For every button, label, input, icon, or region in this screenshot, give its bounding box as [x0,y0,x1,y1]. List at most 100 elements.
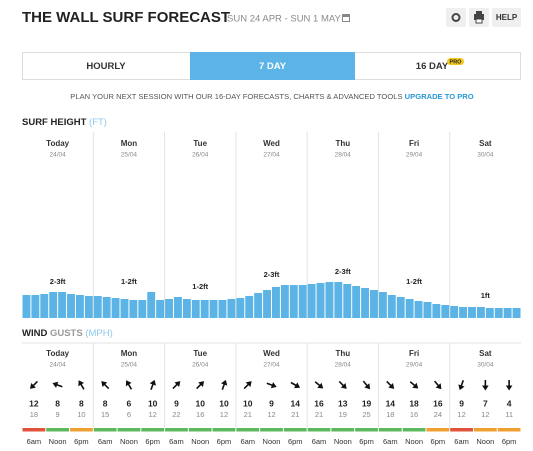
surf-range-label: 1-2ft [406,277,422,286]
wind-rating [141,428,165,432]
surf-bar [361,288,370,318]
time-label: Noon [191,437,209,446]
surf-bar [272,287,280,318]
wind-rating [473,428,497,432]
wind-rating [165,428,188,432]
day-date: 29/04 [406,152,423,159]
time-label: 6pm [502,437,517,446]
day-date: 30/04 [477,362,494,369]
day-date: 24/04 [50,362,67,369]
surf-range-label: 1-2ft [121,277,137,286]
wind-gust: 15 [101,410,109,419]
surf-bar [396,297,405,318]
surf-bar [387,295,396,318]
surf-bar [84,296,93,318]
surf-range-label: 1ft [481,291,491,300]
day-date: 28/04 [335,362,352,369]
day-date: 26/04 [192,152,209,159]
arrow-head [52,381,59,388]
time-label: Noon [263,437,281,446]
wind-gust: 18 [386,410,394,419]
tab[interactable]: HOURLY [86,61,126,72]
wind-speed: 8 [79,398,84,408]
wind-speed: 19 [362,398,372,408]
arrow-head [198,381,205,387]
arrow-head [458,384,465,391]
surf-bar [468,307,476,318]
surf-bar [227,299,236,318]
wind-gust: 21 [244,410,252,419]
calendar-icon [342,14,350,22]
surf-bar [200,300,209,318]
surf-bar [22,295,31,318]
settings-button[interactable] [446,8,466,27]
wind-rating [212,428,236,432]
surf-bar [236,298,245,318]
wind-gust: 12 [267,410,275,419]
wind-arrow [482,380,489,391]
gusts-title: GUSTS [50,328,83,339]
surf-bar [343,284,352,318]
surf-bar [459,307,468,318]
surf-bar [334,282,343,318]
arrow-head [388,383,395,389]
surf-range-label: 2-3ft [50,277,66,286]
surf-bar [441,305,450,318]
wind-arrow [101,381,110,390]
day-date: 25/04 [121,152,138,159]
day-name: Wed [263,139,280,148]
upgrade-link[interactable]: UPGRADE TO PRO [405,92,474,101]
wind-rating [450,428,473,432]
wind-speed: 14 [291,398,301,408]
surf-bar [423,302,432,318]
wind-speed: 13 [338,398,348,408]
tab-label: 7 DAY [259,61,287,72]
wind-rating [355,428,378,432]
wind-gust: 11 [505,410,513,419]
wind-speed: 16 [433,398,443,408]
wind-speed: 10 [195,398,205,408]
arrow-head [174,381,181,387]
day-date: 26/04 [192,362,209,369]
surf-bar [58,292,67,318]
help-button[interactable]: HELP [492,8,521,27]
wind-arrow [196,381,205,390]
wind-speed: 9 [269,398,274,408]
surf-bar [298,285,307,318]
surf-bar [111,298,120,318]
tab-label: HOURLY [86,61,126,72]
surf-bar [138,300,147,318]
time-label: 6am [98,437,113,446]
print-button[interactable] [469,8,489,27]
day-name: Tue [193,139,207,148]
wind-speed: 14 [386,398,396,408]
wind-gust: 24 [434,410,442,419]
wind-rating [402,428,426,432]
wind-gust: 16 [410,410,418,419]
arrow-head [101,381,108,387]
time-label: 6pm [288,437,303,446]
wind-gust: 21 [291,410,299,419]
wind-speed: 9 [459,398,464,408]
wind-arrow [362,380,371,390]
time-label: 6am [454,437,469,446]
arrow-head [412,382,419,389]
surf-range-label: 1-2ft [192,282,208,291]
surf-bar [494,308,503,318]
surf-bar [245,296,254,318]
surf-bar [49,292,58,318]
day-name: Fri [409,349,419,358]
arrow-head [317,382,324,389]
wind-gust: 6 [127,410,131,419]
surf-bar [102,297,111,318]
day-name: Mon [121,139,138,148]
day-name: Thu [335,349,350,358]
tab[interactable]: 16 DAY PRO [416,58,464,72]
surf-bar [129,300,138,318]
surf-bar [93,296,102,318]
wind-speed: 4 [507,398,512,408]
wind-arrow [125,380,133,390]
tab[interactable]: 7 DAY [190,52,355,80]
surf-bar [503,308,512,318]
surf-bar [40,294,49,318]
